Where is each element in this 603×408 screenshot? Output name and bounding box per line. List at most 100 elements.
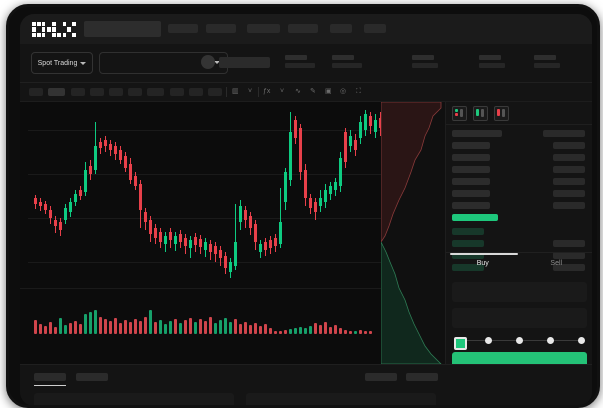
bottom-tab-4[interactable] xyxy=(406,373,438,381)
tab-buy[interactable]: Buy xyxy=(476,260,489,267)
ticker-stat-4 xyxy=(479,55,505,68)
price-chart[interactable] xyxy=(20,102,412,364)
order-book-ask-row[interactable] xyxy=(452,142,490,149)
nav-item-2[interactable] xyxy=(206,24,236,33)
chevron-down-icon[interactable]: ˅ xyxy=(248,88,253,95)
amount-input[interactable] xyxy=(452,308,587,328)
candle xyxy=(299,102,302,288)
market-type-dropdown[interactable]: Spot Trading xyxy=(31,52,93,74)
orderbook-asks-icon[interactable] xyxy=(494,106,509,121)
chevron-down-icon[interactable]: ˅ xyxy=(280,88,285,95)
order-book-ask-row[interactable] xyxy=(452,202,490,209)
okx-logo-icon[interactable] xyxy=(32,22,76,37)
volume-bar xyxy=(119,323,122,334)
order-book-ask-row[interactable] xyxy=(452,130,502,137)
buy-sell-tabs: Buy Sell xyxy=(446,252,592,275)
timeframe-2[interactable] xyxy=(48,88,65,96)
candle xyxy=(144,102,147,288)
volume-bar xyxy=(329,327,332,334)
timeframe-3[interactable] xyxy=(71,88,85,96)
candle xyxy=(64,102,67,288)
price-input[interactable] xyxy=(452,282,587,302)
order-book-panel: Buy Sell xyxy=(445,102,592,368)
nav-item-3[interactable] xyxy=(247,24,280,33)
volume-bar xyxy=(34,320,37,334)
orderbook-view-modes xyxy=(452,106,509,121)
order-book-ask-row[interactable] xyxy=(452,190,490,197)
orders-block-right[interactable] xyxy=(246,393,436,405)
camera-snapshot-icon[interactable]: ▣ xyxy=(325,88,332,95)
bottom-tab-3[interactable] xyxy=(365,373,397,381)
volume-bar xyxy=(99,317,102,334)
main-trading-area: Buy Sell xyxy=(20,102,592,368)
volume-bar xyxy=(219,320,222,334)
nav-item-4[interactable] xyxy=(288,24,318,33)
orderbook-both-icon[interactable] xyxy=(452,106,467,121)
volume-bar xyxy=(44,326,47,334)
order-book-bid-row[interactable] xyxy=(452,264,484,271)
slider-dot-25[interactable] xyxy=(485,337,492,344)
volume-bar xyxy=(89,312,92,334)
candlestick-chart-icon[interactable]: ▥ xyxy=(232,88,239,95)
timeframe-4[interactable] xyxy=(90,88,104,96)
timeframe-10[interactable] xyxy=(208,88,222,96)
nav-item-6[interactable] xyxy=(364,24,386,33)
timeframe-7[interactable] xyxy=(147,88,164,96)
order-book-bid-row[interactable] xyxy=(452,228,484,235)
timeframe-5[interactable] xyxy=(109,88,123,96)
candle xyxy=(284,102,287,288)
nav-item-5[interactable] xyxy=(330,24,352,33)
candle xyxy=(109,102,112,288)
settings-gear-icon[interactable]: ◎ xyxy=(340,88,347,95)
wave-line-icon[interactable]: ∿ xyxy=(295,88,301,95)
volume-bar xyxy=(264,324,267,334)
slider-dot-100[interactable] xyxy=(578,337,585,344)
timeframe-6[interactable] xyxy=(128,88,142,96)
volume-bar xyxy=(64,325,67,334)
ruler-tool-icon[interactable]: ✎ xyxy=(310,88,316,95)
bottom-tab-1[interactable] xyxy=(34,373,66,381)
volume-bar xyxy=(79,324,82,334)
order-book-bid-row[interactable] xyxy=(452,252,484,259)
nav-item-1[interactable] xyxy=(168,24,198,33)
timeframe-9[interactable] xyxy=(189,88,203,96)
candle xyxy=(224,102,227,288)
orders-block-left[interactable] xyxy=(34,393,234,405)
candle xyxy=(214,102,217,288)
volume-bar xyxy=(294,328,297,334)
order-book-ask-row[interactable] xyxy=(452,154,490,161)
candle xyxy=(194,102,197,288)
candle xyxy=(314,102,317,288)
candle xyxy=(59,102,62,288)
nav-search-input[interactable] xyxy=(84,21,161,37)
order-book-ask-row-value xyxy=(553,166,585,173)
slider-dot-75[interactable] xyxy=(547,337,554,344)
candle xyxy=(89,102,92,288)
order-book-ask-row-value xyxy=(553,178,585,185)
candle xyxy=(119,102,122,288)
candle xyxy=(289,102,292,288)
orderbook-bids-icon[interactable] xyxy=(473,106,488,121)
market-depth-chart[interactable] xyxy=(381,102,445,364)
fullscreen-icon[interactable]: ⛶ xyxy=(356,88,361,95)
candle xyxy=(329,102,332,288)
indicator-icon[interactable]: ƒx xyxy=(263,88,271,95)
order-book-ask-row-value xyxy=(553,154,585,161)
timeframe-1[interactable] xyxy=(29,88,43,96)
order-book-ask-row[interactable] xyxy=(452,166,490,173)
slider-knob[interactable] xyxy=(454,337,467,350)
ticker-stat-1 xyxy=(285,55,315,68)
bottom-tab-2[interactable] xyxy=(76,373,108,381)
candle xyxy=(344,102,347,288)
timeframe-8[interactable] xyxy=(170,88,184,96)
candle xyxy=(269,102,272,288)
order-book-bid-row-value xyxy=(553,240,585,247)
orders-panel xyxy=(20,364,592,405)
order-book-spread-row[interactable] xyxy=(452,214,498,221)
candle xyxy=(54,102,57,288)
slider-dot-50[interactable] xyxy=(516,337,523,344)
tab-sell[interactable]: Sell xyxy=(550,260,563,267)
amount-percent-slider[interactable] xyxy=(454,337,587,350)
order-book-ask-row[interactable] xyxy=(452,178,490,185)
order-book-bid-row[interactable] xyxy=(452,240,484,247)
